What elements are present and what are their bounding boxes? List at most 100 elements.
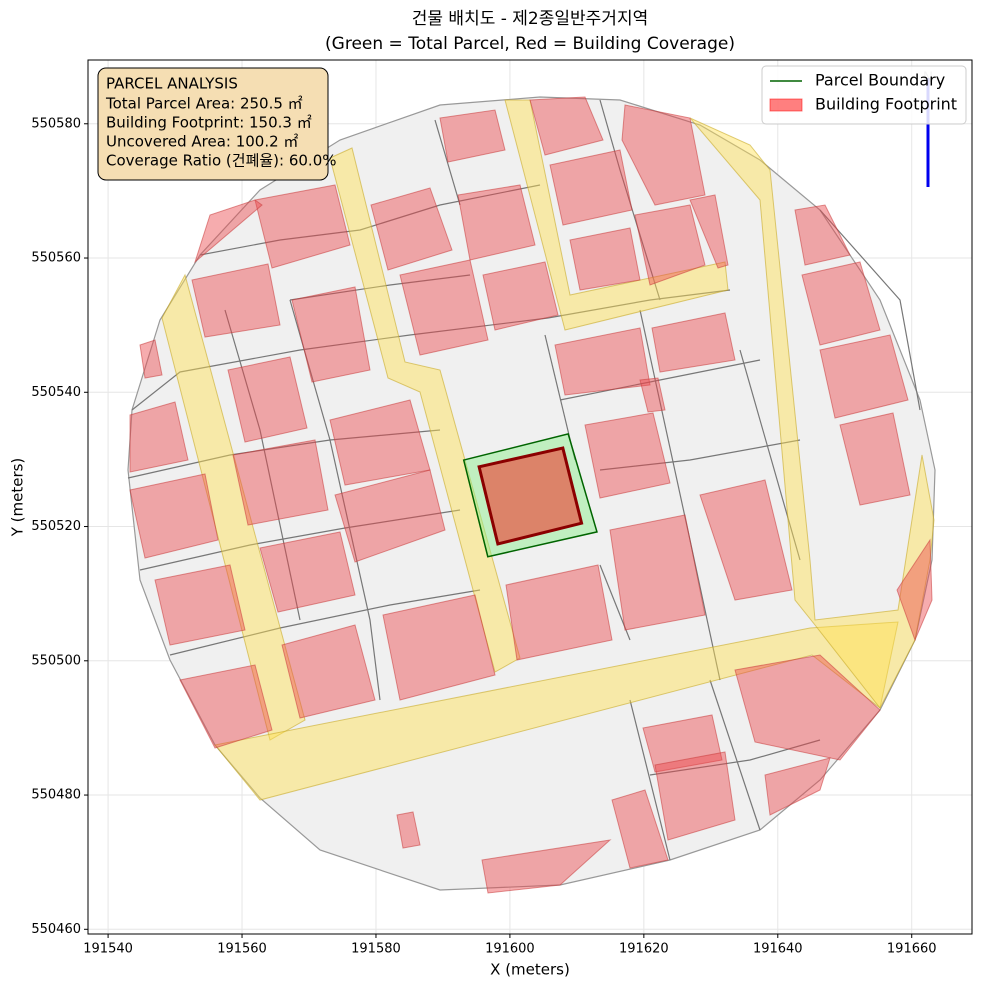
lot-line [289, 274, 471, 301]
road [161, 273, 306, 741]
ticks: 191540 191560 191580 191600 191620 191640 1916… [31, 116, 936, 956]
building [689, 194, 729, 269]
x-tick-label: 191600 [485, 942, 535, 957]
lot-line [559, 359, 761, 401]
building [609, 514, 706, 631]
parcel-boundary [462, 432, 598, 558]
chart-title: 건물 배치도 - 제2종일반주거지역 [412, 9, 648, 29]
building [839, 412, 911, 506]
building [794, 204, 851, 266]
building [396, 811, 421, 849]
building [549, 149, 633, 226]
building [232, 439, 329, 526]
building [634, 204, 706, 286]
building [291, 286, 371, 383]
info-box: PARCEL ANALYSIS Total Parcel Area: 250.5… [97, 67, 337, 181]
building [554, 327, 651, 396]
x-tick-label: 191560 [217, 942, 267, 957]
lot-line [289, 299, 381, 701]
context-buildings [129, 96, 933, 894]
building [529, 96, 604, 156]
lot-line [434, 119, 461, 206]
y-tick-label: 550580 [31, 116, 81, 131]
building [569, 227, 641, 291]
building [457, 184, 536, 261]
legend: Parcel Boundary Building Footprint [761, 65, 967, 125]
x-tick-label: 191660 [887, 942, 937, 957]
building [254, 184, 351, 269]
building [621, 104, 706, 206]
building [382, 594, 496, 701]
y-tick-label: 550480 [31, 788, 81, 803]
building [129, 401, 189, 473]
building [129, 473, 219, 559]
building [370, 187, 453, 271]
info-title: PARCEL ANALYSIS [106, 75, 238, 93]
y-tick-label: 550540 [31, 385, 81, 400]
lot-line [199, 184, 541, 256]
lot-line [709, 679, 761, 831]
legend-label: Parcel Boundary [815, 71, 945, 90]
building [281, 624, 376, 719]
roads [161, 99, 935, 801]
info-line: Building Footprint: 150.3 ㎡ [106, 114, 312, 132]
building [139, 339, 163, 379]
building [227, 356, 308, 443]
y-tick-label: 550500 [31, 653, 81, 668]
legend-frame [761, 65, 967, 125]
y-axis-label: Y (meters) [9, 458, 27, 538]
info-line: Uncovered Area: 100.2 ㎡ [106, 133, 298, 151]
lot-line [139, 509, 461, 571]
lot-line [739, 349, 801, 561]
plot-frame [87, 59, 973, 935]
building [819, 334, 909, 419]
lot-line [224, 309, 301, 621]
building [801, 261, 881, 346]
y-tick-label: 550520 [31, 519, 81, 534]
lot-line [131, 289, 731, 411]
building-footprint [477, 446, 584, 546]
building [639, 377, 666, 413]
lot-lines [127, 99, 921, 861]
x-axis-label: X (meters) [490, 961, 570, 979]
y-tick-label: 550560 [31, 251, 81, 266]
lot-line [127, 429, 441, 479]
y-tick-label: 550460 [31, 922, 81, 937]
building [584, 412, 671, 499]
building [481, 839, 612, 894]
info-box-frame [97, 67, 329, 181]
building [439, 109, 506, 163]
building [193, 199, 263, 264]
legend-swatch [769, 98, 803, 112]
building [764, 757, 831, 816]
building [734, 654, 881, 761]
building [482, 261, 559, 331]
building [611, 789, 669, 869]
building [651, 312, 736, 373]
info-line: Total Parcel Area: 250.5 ㎡ [105, 95, 303, 113]
info-line: Coverage Ratio (건폐율): 60.0% [106, 152, 337, 170]
building [399, 259, 489, 356]
lot-line [169, 589, 481, 656]
lot-line [649, 739, 821, 776]
x-tick-label: 191640 [753, 942, 803, 957]
x-tick-label: 191540 [83, 942, 133, 957]
building [642, 714, 723, 773]
x-tick-label: 191620 [619, 942, 669, 957]
road [329, 147, 521, 673]
lot-line [599, 439, 801, 471]
building [654, 751, 736, 841]
lot-line [599, 99, 661, 301]
building [179, 664, 273, 749]
building [699, 479, 793, 601]
lot-line [819, 209, 921, 411]
building [505, 564, 613, 661]
x-tick-label: 191580 [351, 942, 401, 957]
building [334, 469, 446, 563]
legend-label: Building Footprint [815, 95, 957, 114]
building [896, 538, 933, 642]
building [154, 564, 246, 646]
building [191, 263, 281, 338]
lot-line [629, 699, 671, 861]
